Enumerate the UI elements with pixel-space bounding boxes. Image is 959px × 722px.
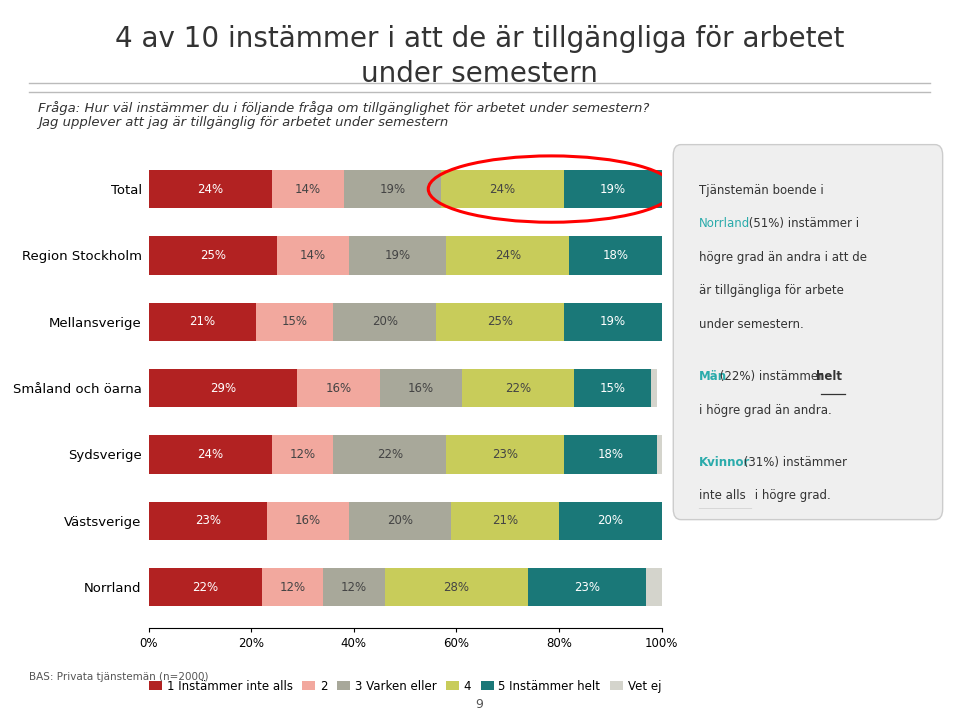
- Bar: [441, 170, 564, 209]
- Text: i högre grad.: i högre grad.: [751, 490, 831, 503]
- Text: 12%: 12%: [290, 448, 316, 461]
- Bar: [380, 369, 461, 407]
- Text: BAS: Privata tjänstemän (n=2000): BAS: Privata tjänstemän (n=2000): [29, 672, 208, 682]
- Bar: [149, 369, 297, 407]
- Text: under semestern.: under semestern.: [699, 318, 804, 331]
- Bar: [256, 303, 334, 341]
- Bar: [149, 236, 277, 274]
- Text: 23%: 23%: [574, 580, 600, 593]
- Text: 24%: 24%: [490, 183, 516, 196]
- Text: 18%: 18%: [602, 249, 628, 262]
- Bar: [564, 435, 657, 474]
- Text: 16%: 16%: [408, 381, 433, 395]
- Bar: [349, 236, 446, 274]
- Text: 24%: 24%: [198, 183, 223, 196]
- Text: 28%: 28%: [443, 580, 470, 593]
- Bar: [149, 303, 256, 341]
- Bar: [343, 170, 441, 209]
- Bar: [446, 435, 564, 474]
- Text: är tillgängliga för arbete: är tillgängliga för arbete: [699, 284, 844, 297]
- Text: 25%: 25%: [487, 316, 513, 329]
- Text: helt: helt: [815, 370, 842, 383]
- Text: 19%: 19%: [600, 316, 626, 329]
- Text: 22%: 22%: [505, 381, 531, 395]
- Text: 14%: 14%: [300, 249, 326, 262]
- Text: Tjänstemän boende i: Tjänstemän boende i: [699, 183, 824, 196]
- Text: i högre grad än andra.: i högre grad än andra.: [699, 404, 831, 417]
- Text: högre grad än andra i att de: högre grad än andra i att de: [699, 251, 867, 264]
- Bar: [528, 567, 646, 606]
- Text: 14%: 14%: [294, 183, 320, 196]
- Text: 12%: 12%: [340, 580, 367, 593]
- Text: Norrland: Norrland: [699, 217, 750, 230]
- Bar: [149, 502, 267, 540]
- Bar: [559, 502, 662, 540]
- FancyBboxPatch shape: [673, 144, 943, 520]
- Bar: [662, 236, 667, 274]
- Text: Jag upplever att jag är tillgänglig för arbetet under semestern: Jag upplever att jag är tillgänglig för …: [38, 116, 449, 129]
- Text: 20%: 20%: [372, 316, 398, 329]
- Bar: [657, 435, 662, 474]
- Text: 24%: 24%: [495, 249, 521, 262]
- Bar: [334, 435, 446, 474]
- Text: 25%: 25%: [199, 249, 225, 262]
- Bar: [651, 369, 657, 407]
- Text: (51%) instämmer i: (51%) instämmer i: [745, 217, 859, 230]
- Bar: [277, 236, 349, 274]
- Text: 16%: 16%: [294, 514, 320, 527]
- Bar: [323, 567, 385, 606]
- Bar: [646, 567, 662, 606]
- Bar: [149, 435, 271, 474]
- Bar: [271, 435, 334, 474]
- Text: 24%: 24%: [198, 448, 223, 461]
- Bar: [564, 303, 662, 341]
- Text: 15%: 15%: [600, 381, 626, 395]
- Text: 19%: 19%: [385, 249, 410, 262]
- Text: 4 av 10 instämmer i att de är tillgängliga för arbetet
under semestern: 4 av 10 instämmer i att de är tillgängli…: [115, 25, 844, 88]
- Text: 16%: 16%: [325, 381, 352, 395]
- Bar: [385, 567, 528, 606]
- Text: 18%: 18%: [597, 448, 623, 461]
- Bar: [334, 303, 436, 341]
- Text: 22%: 22%: [192, 580, 218, 593]
- Text: Kvinnor: Kvinnor: [699, 456, 750, 469]
- Text: 19%: 19%: [380, 183, 406, 196]
- Bar: [436, 303, 564, 341]
- Text: 22%: 22%: [377, 448, 403, 461]
- Text: 20%: 20%: [597, 514, 623, 527]
- Bar: [662, 502, 667, 540]
- Text: 23%: 23%: [195, 514, 221, 527]
- Text: inte alls: inte alls: [699, 490, 745, 503]
- Bar: [349, 502, 452, 540]
- Bar: [271, 170, 343, 209]
- Bar: [446, 236, 570, 274]
- Text: (22%) instämmer: (22%) instämmer: [716, 370, 827, 383]
- Text: 19%: 19%: [600, 183, 626, 196]
- Legend: 1 Instämmer inte alls, 2, 3 Varken eller, 4, 5 Instämmer helt, Vet ej: 1 Instämmer inte alls, 2, 3 Varken eller…: [145, 675, 666, 697]
- Text: (31%) instämmer: (31%) instämmer: [739, 456, 847, 469]
- Bar: [662, 303, 667, 341]
- Bar: [574, 369, 651, 407]
- Bar: [149, 567, 262, 606]
- Bar: [149, 170, 271, 209]
- Text: 21%: 21%: [190, 316, 216, 329]
- Text: 9: 9: [476, 698, 483, 711]
- Text: 15%: 15%: [282, 316, 308, 329]
- Text: 21%: 21%: [492, 514, 518, 527]
- Text: 29%: 29%: [210, 381, 236, 395]
- Bar: [564, 170, 662, 209]
- Text: Män: Män: [699, 370, 727, 383]
- Bar: [461, 369, 574, 407]
- Text: 12%: 12%: [279, 580, 305, 593]
- Bar: [662, 170, 667, 209]
- Bar: [570, 236, 662, 274]
- Text: Fråga: Hur väl instämmer du i följande fråga om tillgänglighet för arbetet under: Fråga: Hur väl instämmer du i följande f…: [38, 101, 650, 115]
- Bar: [297, 369, 380, 407]
- Text: 20%: 20%: [387, 514, 413, 527]
- Bar: [262, 567, 323, 606]
- Text: 23%: 23%: [492, 448, 518, 461]
- Bar: [452, 502, 559, 540]
- Bar: [267, 502, 349, 540]
